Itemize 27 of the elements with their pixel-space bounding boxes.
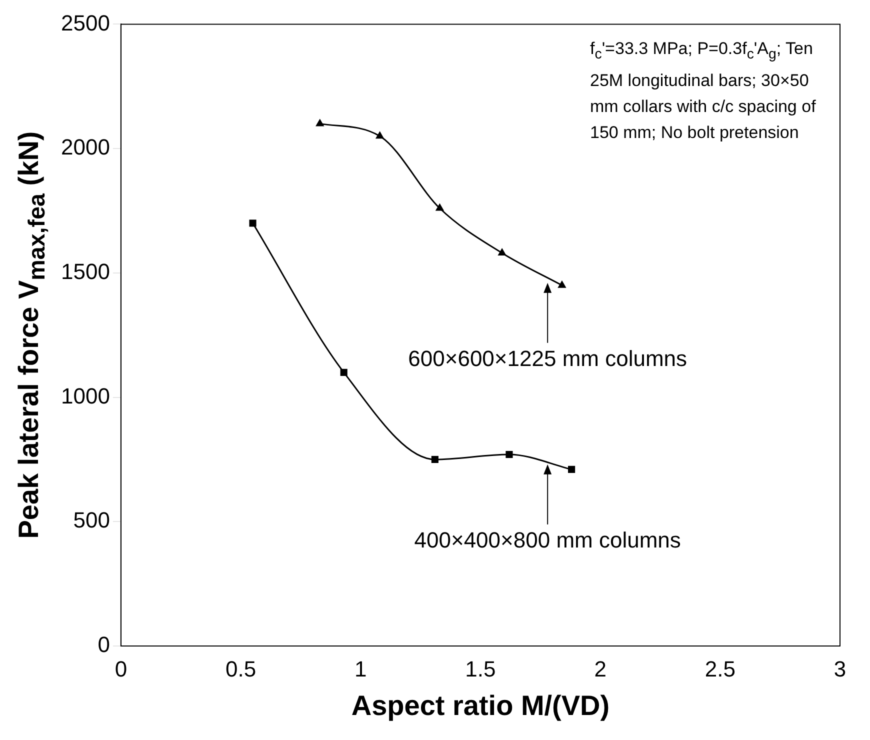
x-tick-label: 3	[834, 656, 846, 682]
text: f$_{c}$'=33.3 MPa; P=0.3f$_{c}$'A$_{g}$; Ten 25M longitudinal bars; 30×50 mm collars with c/c spacing of 150 mm; No bolt pretension	[590, 39, 816, 142]
point	[431, 456, 438, 463]
point	[498, 248, 506, 256]
point	[506, 450, 513, 458]
y-tick-label: 2500	[60, 10, 110, 36]
point	[375, 131, 384, 139]
y-tick-label: 0	[98, 632, 110, 658]
annotation: 400×400×800 mm columns	[414, 527, 681, 552]
point	[316, 118, 324, 126]
x-tick-label: 1.5	[465, 656, 496, 682]
point	[568, 466, 576, 473]
y-tick-label: 1500	[60, 258, 110, 284]
point	[558, 280, 566, 288]
annotation: 600×600×1225 mm columns	[408, 346, 688, 371]
y-tick-label: 500	[73, 508, 110, 533]
point	[340, 368, 348, 376]
y-tick-label: 2000	[60, 134, 110, 160]
point	[249, 220, 256, 227]
x-axis-title: Aspect ratio M/(VD)	[351, 690, 610, 721]
point	[435, 203, 444, 211]
x-tick-label: 2.5	[704, 656, 736, 682]
x-tick-label: 0.5	[225, 656, 256, 682]
y-tick-label: 1000	[60, 383, 110, 408]
x-tick-label: 2	[594, 656, 606, 682]
x-tick-label: 0	[114, 656, 128, 682]
x-tick-label: 1	[354, 656, 367, 682]
